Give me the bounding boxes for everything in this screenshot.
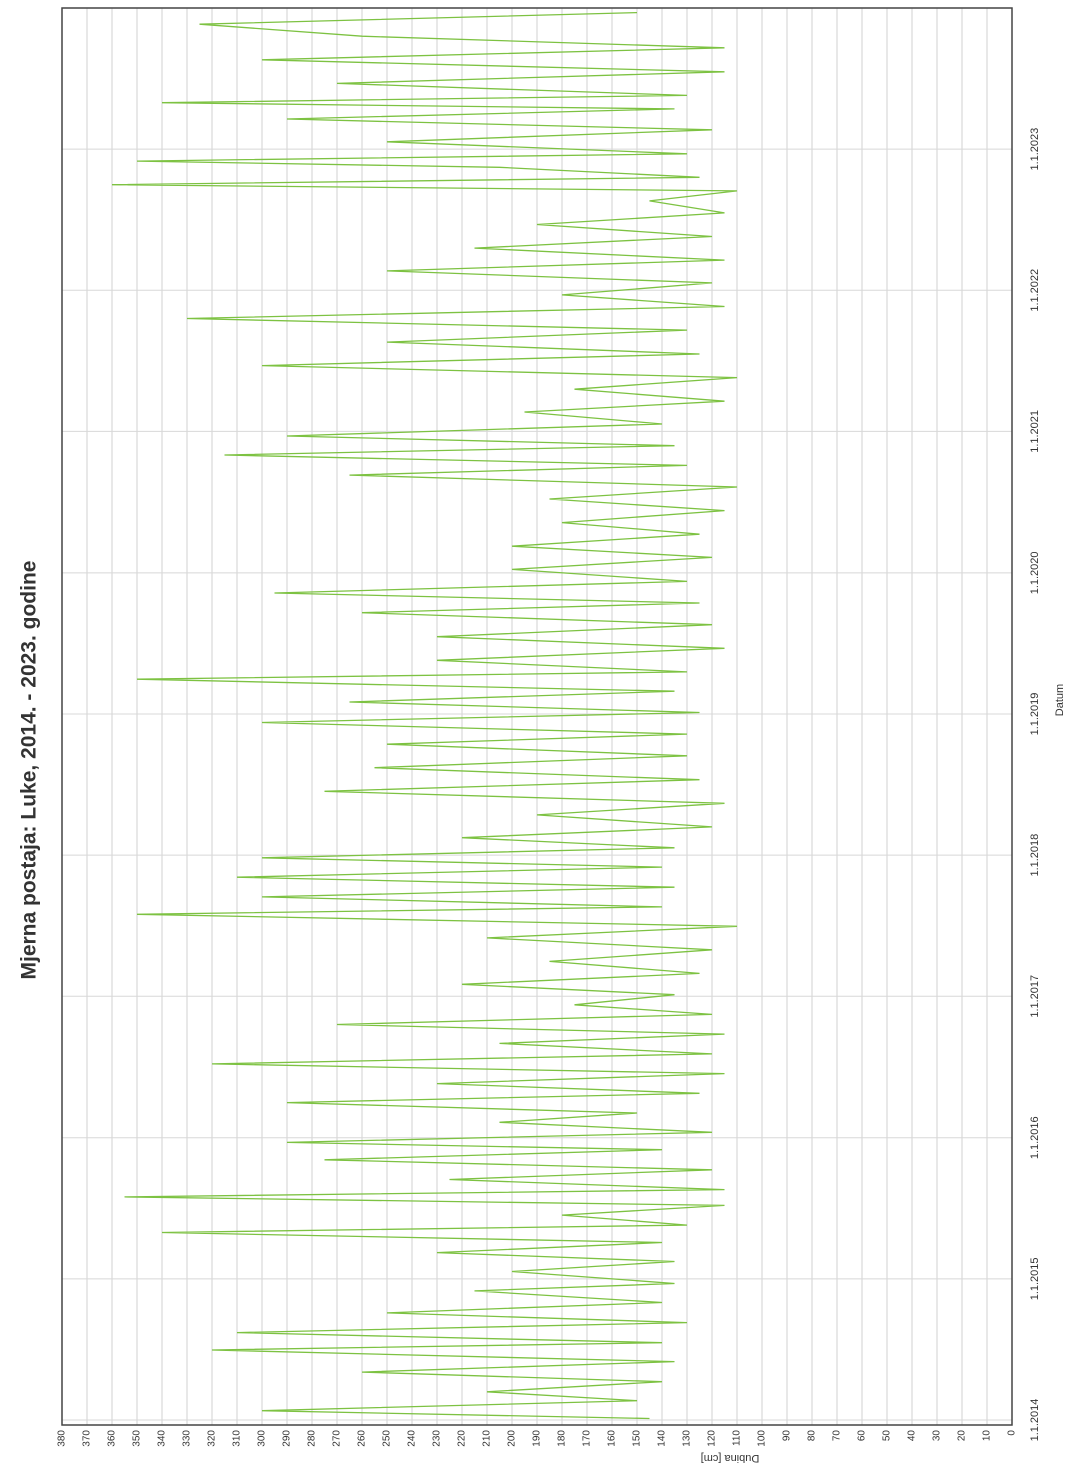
y-tick-label: 80: [807, 1430, 818, 1442]
y-tick-label: 150: [632, 1430, 643, 1447]
x-tick-label: 1.1.2020: [1029, 551, 1041, 594]
y-tick-label: 110: [732, 1430, 743, 1446]
x-tick-label: 1.1.2021: [1029, 410, 1041, 453]
y-tick-label: 10: [982, 1430, 993, 1442]
y-tick-label: 270: [332, 1430, 343, 1447]
chart-title: Mjerna postaja: Luke, 2014. - 2023. godi…: [18, 561, 41, 980]
y-tick-label: 30: [932, 1430, 943, 1442]
y-tick-label: 350: [132, 1430, 143, 1447]
series-line: [111, 11, 738, 1420]
y-tick-label: 360: [107, 1430, 118, 1447]
y-tick-label: 50: [882, 1430, 893, 1442]
y-tick-label: 280: [307, 1430, 318, 1447]
x-tick-label: 1.1.2023: [1029, 128, 1041, 171]
y-tick-label: 210: [482, 1430, 493, 1447]
x-tick-label: 1.1.2015: [1029, 1257, 1041, 1300]
y-tick-label: 200: [507, 1430, 518, 1447]
y-tick-label: 170: [582, 1430, 593, 1447]
y-tick-label: 120: [707, 1430, 718, 1447]
y-axis-label: Dubina [cm]: [701, 1452, 760, 1464]
y-tick-label: 230: [432, 1430, 443, 1447]
plot-frame: [61, 7, 1013, 1426]
x-tick-label: 1.1.2016: [1029, 1116, 1041, 1159]
y-tick-label: 190: [532, 1430, 543, 1447]
y-tick-label: 260: [357, 1430, 368, 1447]
y-tick-label: 60: [857, 1430, 868, 1442]
y-tick-label: 310: [232, 1430, 243, 1447]
y-tick-label: 0: [1007, 1430, 1018, 1436]
x-axis-label: Datum: [1054, 684, 1066, 716]
y-tick-label: 160: [607, 1430, 618, 1447]
y-tick-label: 250: [382, 1430, 393, 1447]
y-tick-label: 240: [407, 1430, 418, 1447]
x-tick-label: 1.1.2017: [1029, 975, 1041, 1018]
y-tick-label: 370: [82, 1430, 93, 1447]
y-tick-label: 100: [757, 1430, 768, 1447]
y-tick-label: 330: [182, 1430, 193, 1447]
y-tick-label: 290: [282, 1430, 293, 1447]
y-tick-label: 380: [57, 1430, 68, 1447]
x-tick-label: 1.1.2018: [1029, 834, 1041, 877]
y-tick-label: 20: [957, 1430, 968, 1442]
y-tick-label: 70: [832, 1430, 843, 1442]
x-tick-label: 1.1.2022: [1029, 269, 1041, 312]
y-tick-label: 40: [907, 1430, 918, 1442]
x-tick-label: 1.1.2019: [1029, 693, 1041, 736]
y-tick-label: 130: [682, 1430, 693, 1447]
x-tick-label: 1.1.2014: [1029, 1399, 1041, 1442]
y-tick-label: 300: [257, 1430, 268, 1447]
y-tick-label: 320: [207, 1430, 218, 1447]
y-tick-label: 180: [557, 1430, 568, 1447]
y-tick-label: 140: [657, 1430, 668, 1447]
y-tick-label: 220: [457, 1430, 468, 1447]
y-tick-label: 340: [157, 1430, 168, 1447]
y-tick-label: 90: [782, 1430, 793, 1442]
